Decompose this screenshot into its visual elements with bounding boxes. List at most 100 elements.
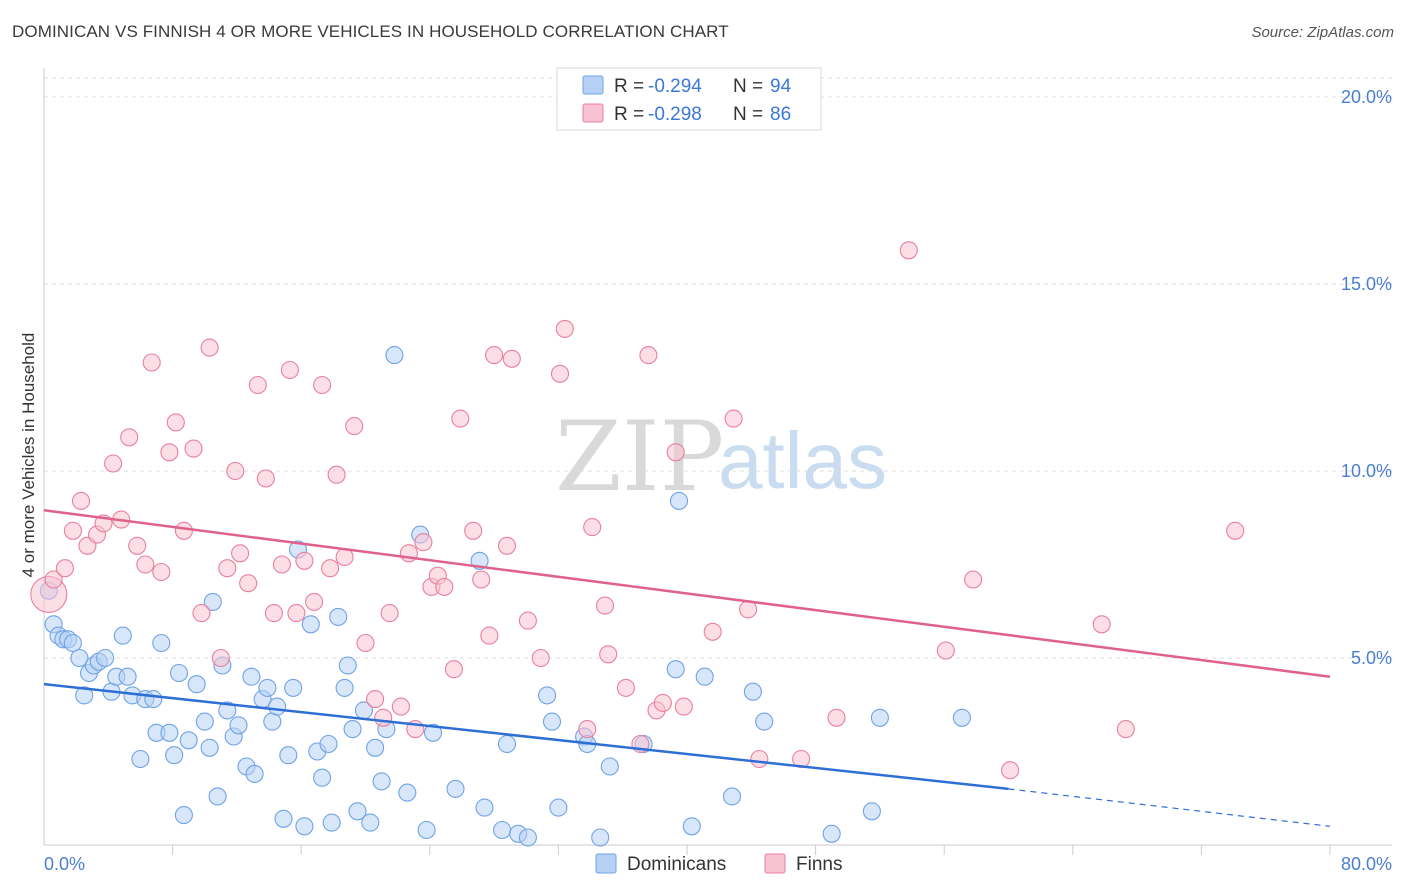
point-finns-81: [964, 570, 983, 589]
point-dominicans-11: [96, 648, 115, 668]
point-finns-17: [174, 521, 193, 540]
point-finns-82: [1001, 761, 1020, 780]
point-finns-3: [63, 521, 82, 540]
point-dominicans-76: [542, 712, 562, 731]
point-finns-54: [480, 626, 499, 645]
point-dominicans-86: [695, 667, 714, 686]
legend-r-label-finns: R =: [614, 104, 644, 125]
regression-lines: [43, 509, 1331, 827]
watermark: ZIP atlas: [555, 401, 887, 513]
point-dominicans-29: [200, 738, 219, 757]
point-finns-27: [256, 469, 275, 488]
point-dominicans-67: [423, 723, 443, 742]
point-finns-56: [497, 536, 517, 555]
point-finns-43: [391, 697, 410, 716]
point-finns-10: [120, 428, 139, 447]
point-dominicans-22: [160, 723, 179, 742]
point-dominicans-28: [195, 712, 214, 731]
gridlines: [44, 77, 1392, 659]
point-finns-74: [724, 409, 743, 428]
point-dominicans-33: [218, 701, 237, 720]
point-finns-64: [595, 596, 615, 615]
point-finns-8: [104, 454, 123, 473]
point-dominicans-14: [113, 626, 132, 645]
legend-bottom-swatch-finns: [764, 853, 786, 874]
point-dominicans-45: [284, 678, 303, 697]
point-finns-63: [583, 518, 602, 537]
point-dominicans-60: [366, 738, 385, 757]
point-dominicans-7: [75, 686, 94, 705]
y-tick-label-15: 15.0%: [1341, 274, 1392, 294]
point-dominicans-92: [870, 708, 889, 727]
point-dominicans-63: [385, 346, 404, 365]
point-finns-4: [71, 491, 91, 510]
point-dominicans-70: [475, 798, 494, 817]
point-dominicans-17: [131, 749, 150, 769]
point-finns-42: [380, 604, 399, 623]
legend-bottom-swatch-dominicans: [595, 853, 617, 874]
y-tick-labels: 5.0% 10.0% 15.0% 20.0%: [1341, 87, 1392, 668]
point-dominicans-41: [263, 712, 282, 731]
point-dominicans-44: [279, 746, 298, 765]
point-finns-39: [356, 633, 375, 653]
legend-bottom-label-finns: Finns: [796, 854, 842, 875]
point-dominicans-80: [591, 828, 610, 847]
point-dominicans-66: [417, 820, 436, 840]
point-dominicans-85: [682, 817, 701, 836]
point-dominicans-27: [187, 675, 206, 694]
point-dominicans-30: [203, 592, 222, 611]
series-finns: [30, 241, 1245, 780]
point-finns-34: [313, 375, 332, 395]
point-finns-24: [231, 544, 250, 563]
legend-swatch-finns: [582, 103, 604, 123]
point-dominicans-23: [165, 746, 184, 765]
point-dominicans-19: [144, 690, 163, 709]
point-dominicans-54: [335, 678, 354, 697]
point-dominicans-87: [722, 787, 742, 806]
axes: [43, 68, 1392, 846]
legend-bottom: Dominicans Finns: [595, 853, 842, 875]
point-finns-20: [200, 338, 219, 357]
point-finns-23: [226, 461, 245, 481]
point-dominicans-40: [258, 678, 277, 697]
point-dominicans-31: [208, 787, 227, 806]
point-dominicans-83: [666, 660, 685, 679]
point-dominicans-81: [600, 757, 619, 776]
point-dominicans-93: [952, 708, 971, 727]
point-finns-14: [152, 562, 171, 582]
point-finns-57: [502, 349, 521, 368]
point-dominicans-84: [669, 491, 689, 510]
regression-line-finns: [43, 509, 1331, 678]
point-finns-25: [239, 574, 258, 593]
point-dominicans-38: [245, 764, 264, 783]
point-finns-26: [248, 375, 267, 395]
point-dominicans-89: [755, 712, 774, 731]
source-credit: Source: ZipAtlas.com: [1251, 24, 1394, 41]
point-finns-18: [184, 439, 203, 458]
point-dominicans-72: [497, 734, 517, 754]
point-finns-13: [142, 353, 161, 372]
point-finns-84: [1116, 720, 1135, 739]
point-dominicans-68: [446, 779, 465, 798]
watermark-atlas: atlas: [718, 416, 887, 505]
point-finns-72: [674, 697, 693, 716]
point-dominicans-26: [179, 731, 198, 750]
point-finns-59: [531, 648, 550, 668]
point-dominicans-77: [549, 798, 568, 817]
point-finns-28: [264, 604, 283, 623]
legend-r-value-finns: -0.298: [648, 104, 702, 125]
point-dominicans-51: [319, 734, 338, 754]
point-dominicans-57: [348, 802, 367, 821]
y-tick-label-5: 5.0%: [1351, 648, 1392, 668]
point-dominicans-43: [274, 809, 293, 828]
legend-n-value-dominicans: 94: [770, 76, 792, 97]
point-dominicans-48: [301, 615, 320, 634]
point-finns-85: [1226, 521, 1245, 540]
point-dominicans-42: [268, 697, 287, 716]
point-dominicans-35: [229, 716, 248, 735]
x-ticks: [172, 845, 1331, 855]
point-finns-32: [295, 551, 314, 570]
point-finns-31: [287, 604, 306, 623]
point-finns-78: [827, 708, 846, 727]
y-axis-title: 4 or more Vehicles in Household: [19, 333, 38, 578]
